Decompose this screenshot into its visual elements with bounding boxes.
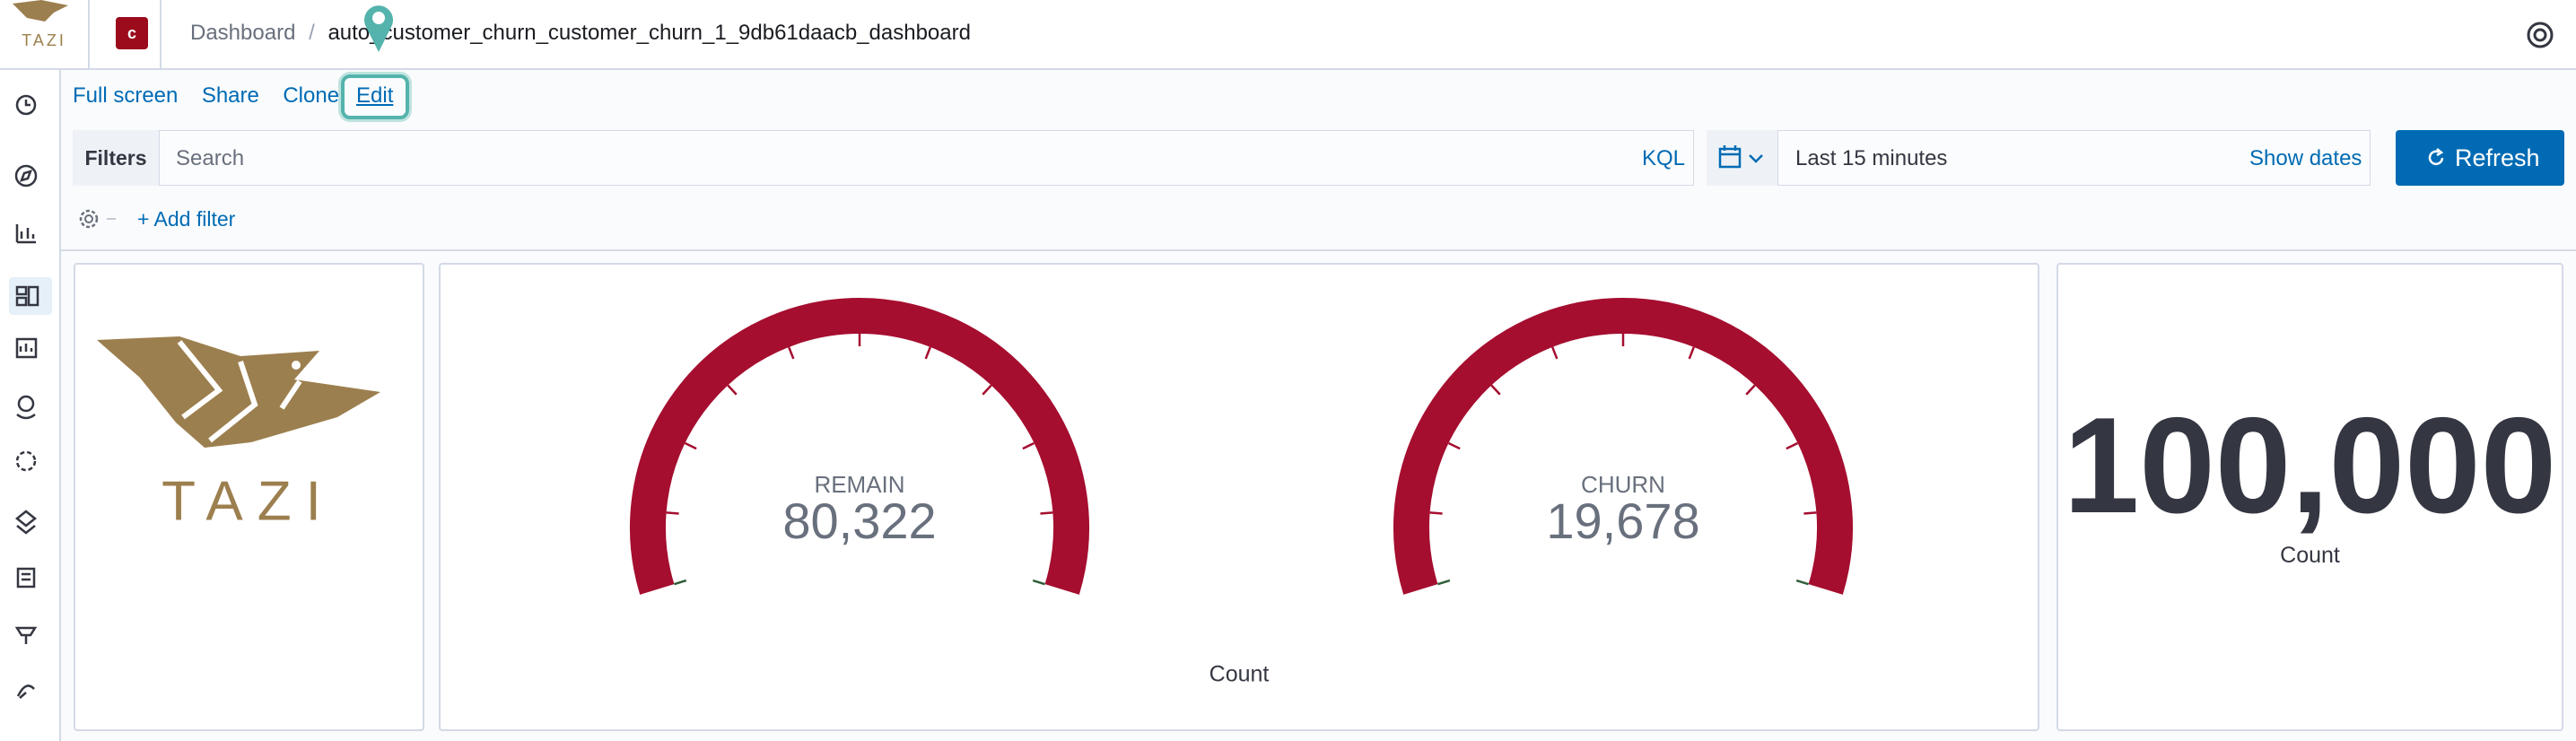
gauge-label: REMAIN <box>814 471 904 498</box>
language-toggle[interactable]: KQL <box>1642 146 1686 170</box>
gauge-arc <box>1393 298 1853 595</box>
gauge-tick <box>684 441 697 450</box>
gauge-tick <box>666 511 679 515</box>
menu-item-edit[interactable]: Edit <box>356 83 394 108</box>
gauge-tick <box>924 346 931 360</box>
refresh-label: Refresh <box>2455 144 2540 171</box>
gauge-tick <box>1032 579 1045 586</box>
gauge-tick <box>674 579 687 586</box>
header-logo-text: TAZI <box>22 31 66 49</box>
gauge-arc <box>630 298 1089 595</box>
filters-label-box: Filters <box>73 130 160 186</box>
gauge-tick <box>1803 511 1817 515</box>
metric-value: 100,000 <box>2063 389 2557 542</box>
tazi-logo: TAZI <box>97 336 380 532</box>
filter-settings[interactable] <box>75 205 129 232</box>
divider <box>160 0 162 68</box>
menu-item[interactable]: Clone <box>283 83 340 108</box>
refresh-button[interactable]: Refresh <box>2396 130 2564 186</box>
quick-menu-button[interactable] <box>1707 130 1778 186</box>
metric-panel: 100,000 Count <box>2056 263 2563 731</box>
gauge-tick <box>788 346 795 360</box>
space-badge-text: c <box>127 24 136 42</box>
metric-label: Count <box>2280 543 2340 568</box>
divider <box>88 0 90 68</box>
tour-pin <box>364 5 393 52</box>
side-nav-icons[interactable] <box>0 70 59 741</box>
search-placeholder: Search <box>176 146 245 170</box>
gauge-tick <box>1688 346 1695 360</box>
gauge-tick <box>1447 441 1461 450</box>
gauge-tick <box>1786 441 1799 450</box>
side-nav <box>0 70 61 741</box>
refresh-icon <box>2428 148 2444 166</box>
menu-item[interactable]: Share <box>201 83 259 108</box>
header-logo[interactable]: TAZI <box>5 0 83 68</box>
space-badge[interactable]: c <box>116 17 148 49</box>
filters-label: Filters <box>84 146 147 170</box>
gauge-tick <box>1551 346 1559 360</box>
calendar-icon <box>1718 145 1763 169</box>
gauge-tick <box>1437 579 1451 586</box>
breadcrumb[interactable]: Dashboard <box>190 21 296 45</box>
help-icon[interactable] <box>2523 18 2557 52</box>
menu-item[interactable]: Full screen <box>73 83 179 108</box>
top-nav-menu: Full screen Share Clone <box>73 83 339 109</box>
gauge-axis-label: Count <box>1209 662 1270 687</box>
gauge-value: 80,322 <box>782 493 936 549</box>
gauge-tick <box>1490 384 1501 396</box>
time-range: Last 15 minutes <box>1795 146 1948 170</box>
breadcrumb-separator: / <box>309 21 315 45</box>
top-bar <box>0 0 2576 70</box>
date-picker[interactable] <box>1707 130 2371 186</box>
breadcrumbs: Dashboard / auto_customer_churn_customer… <box>190 21 971 46</box>
add-filter[interactable]: + Add filter <box>137 207 236 231</box>
gauge-value: 19,678 <box>1546 493 1699 549</box>
separator <box>61 249 2576 251</box>
gauge-tick <box>1745 384 1756 396</box>
query-input[interactable] <box>73 130 1694 186</box>
gauge-tick <box>1429 511 1443 515</box>
gauge-panel: Count REMAIN 80,322 CHURN 19,678 <box>439 263 2039 731</box>
gauge-tick <box>1795 579 1809 586</box>
edit-highlight <box>341 74 409 119</box>
logo-text: TAZI <box>162 470 336 532</box>
breadcrumb-current: auto_customer_churn_customer_churn_1_9db… <box>327 21 971 45</box>
gauge-tick <box>727 384 738 396</box>
gauge-tick <box>1040 511 1053 515</box>
gauge-tick <box>1022 441 1035 450</box>
show-dates[interactable]: Show dates <box>2249 146 2362 170</box>
logo-panel: TAZI <box>74 263 424 731</box>
gauge-tick <box>982 384 992 396</box>
gauge-label: CHURN <box>1581 471 1665 498</box>
